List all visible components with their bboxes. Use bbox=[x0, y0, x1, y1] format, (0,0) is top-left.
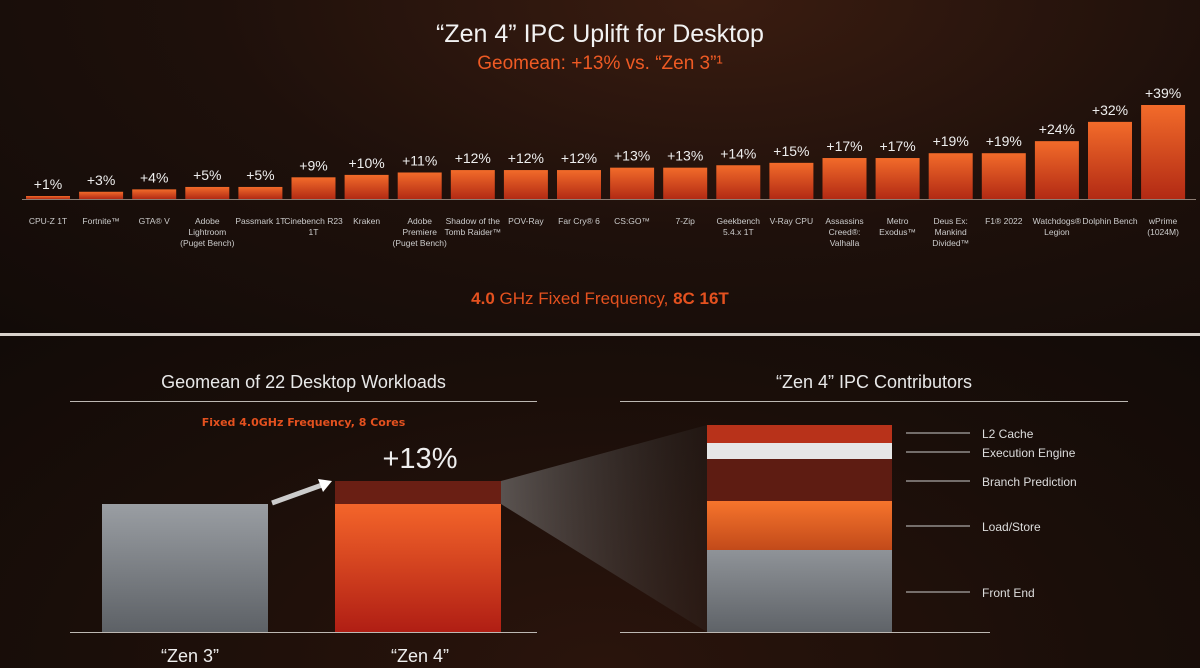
freq-value: 4.0 bbox=[471, 289, 495, 308]
label-zen4: “Zen 4” bbox=[391, 646, 449, 666]
bar bbox=[875, 158, 920, 199]
segment-l2-cache bbox=[707, 425, 892, 443]
bar-zen4-uplift bbox=[335, 481, 501, 504]
label-zen3: “Zen 3” bbox=[161, 646, 219, 666]
data-label: +32% bbox=[1092, 102, 1128, 118]
bottom-charts: +13% “Zen 3” “Zen 4” L2 Cache Execution … bbox=[70, 425, 1077, 666]
arrow-head-icon bbox=[318, 479, 332, 492]
category-label: Adobe Lightroom (Puget Bench) bbox=[180, 216, 235, 248]
freq-text: GHz Fixed Frequency, bbox=[494, 289, 674, 308]
bar bbox=[291, 177, 336, 199]
category-label: CS:GO™ bbox=[614, 216, 650, 226]
category-label: Assassins Creed®: Valhalla bbox=[825, 216, 863, 248]
segment-execution-engine bbox=[707, 443, 892, 459]
segment-branch-prediction bbox=[707, 459, 892, 501]
uplift-chart: +1% CPU-Z 1T +3% Fortnite™ +4% GTA® V +5% Adobe… bbox=[22, 85, 1196, 248]
data-label: +13% bbox=[667, 148, 703, 164]
bar bbox=[26, 196, 70, 199]
bar bbox=[132, 189, 177, 199]
legend-l2-cache: L2 Cache bbox=[982, 427, 1034, 441]
category-label: Deus Ex: Mankind Divided™ bbox=[932, 216, 969, 248]
data-label: +11% bbox=[402, 152, 437, 168]
bar bbox=[610, 167, 655, 199]
data-label: +12% bbox=[455, 150, 491, 166]
category-label: Passmark 1T bbox=[235, 216, 285, 226]
zoom-cone bbox=[501, 425, 707, 632]
category-label: GTA® V bbox=[139, 216, 170, 226]
data-label: +4% bbox=[140, 169, 168, 185]
bar bbox=[79, 191, 124, 199]
arrow-line bbox=[271, 482, 323, 506]
bar bbox=[1088, 121, 1132, 199]
core-count: 8C 16T bbox=[673, 289, 729, 308]
data-label: +3% bbox=[87, 172, 115, 188]
data-label: +13% bbox=[614, 148, 650, 164]
contributors-title-rule bbox=[620, 401, 1128, 402]
data-label: +1% bbox=[34, 176, 62, 192]
bar bbox=[185, 186, 230, 199]
contributors-title: “Zen 4” IPC Contributors bbox=[775, 372, 973, 392]
data-label: +9% bbox=[299, 157, 327, 173]
bar bbox=[238, 186, 283, 199]
category-label: Fortnite™ bbox=[82, 216, 119, 226]
bar-zen4-base bbox=[335, 504, 501, 632]
frequency-note: 4.0 GHz Fixed Frequency, 8C 16T bbox=[0, 289, 1200, 309]
divider bbox=[0, 333, 1200, 336]
bar bbox=[557, 170, 601, 199]
data-label: +12% bbox=[561, 150, 597, 166]
bar bbox=[928, 153, 973, 199]
bar bbox=[397, 172, 442, 199]
uplift-annotation: +13% bbox=[383, 443, 458, 475]
category-label: Kraken bbox=[353, 216, 380, 226]
category-label: V-Ray CPU bbox=[770, 216, 813, 226]
category-label: F1® 2022 bbox=[985, 216, 1023, 226]
legend-load-store: Load/Store bbox=[982, 520, 1041, 534]
data-label: +17% bbox=[879, 138, 915, 154]
category-label: Shadow of the Tomb Raider™ bbox=[444, 216, 501, 237]
segment-front-end bbox=[707, 550, 892, 632]
bar bbox=[981, 153, 1026, 199]
data-label: +39% bbox=[1145, 85, 1181, 101]
category-label: Far Cry® 6 bbox=[558, 216, 600, 226]
bar-zen3 bbox=[102, 504, 268, 632]
bar bbox=[344, 174, 389, 199]
category-label: Geekbench 5.4.x 1T bbox=[717, 216, 761, 237]
bar bbox=[822, 158, 867, 199]
legend-branch-prediction: Branch Prediction bbox=[982, 475, 1077, 489]
geomean-title: Geomean of 22 Desktop Workloads bbox=[161, 372, 446, 392]
data-label: +12% bbox=[508, 150, 544, 166]
category-label: wPrime (1024M) bbox=[1147, 216, 1179, 237]
category-label: Cinebench R23 1T bbox=[284, 216, 343, 237]
category-label: 7-Zip bbox=[676, 216, 696, 226]
bar bbox=[663, 167, 708, 199]
data-label: +14% bbox=[720, 145, 756, 161]
data-label: +5% bbox=[193, 167, 221, 183]
legend-front-end: Front End bbox=[982, 586, 1035, 600]
data-label: +19% bbox=[933, 133, 969, 149]
bar bbox=[1034, 141, 1079, 199]
bar bbox=[769, 162, 814, 199]
page-title: “Zen 4” IPC Uplift for Desktop bbox=[436, 20, 764, 48]
data-label: +19% bbox=[986, 133, 1022, 149]
geomean-title-rule bbox=[70, 401, 537, 402]
category-label: Metro Exodus™ bbox=[879, 216, 916, 237]
legend-execution-engine: Execution Engine bbox=[982, 446, 1076, 460]
bar bbox=[1141, 105, 1186, 199]
category-label: Dolphin Bench bbox=[1082, 216, 1138, 226]
category-label: Adobe Premiere (Puget Bench) bbox=[393, 216, 448, 248]
geomean-subtitle: Fixed 4.0GHz Frequency, 8 Cores bbox=[201, 416, 406, 429]
data-label: +10% bbox=[348, 155, 384, 171]
category-label: POV-Ray bbox=[508, 216, 544, 226]
page-subtitle: Geomean: +13% vs. “Zen 3”¹ bbox=[477, 53, 723, 74]
category-label: CPU-Z 1T bbox=[29, 216, 67, 226]
bar bbox=[450, 170, 495, 199]
bar bbox=[503, 170, 548, 199]
data-label: +17% bbox=[826, 138, 862, 154]
data-label: +5% bbox=[246, 167, 274, 183]
category-label: Watchdogs® Legion bbox=[1033, 216, 1082, 237]
data-label: +24% bbox=[1039, 121, 1075, 137]
segment-load-store bbox=[707, 501, 892, 550]
bar bbox=[716, 165, 761, 199]
data-label: +15% bbox=[773, 143, 809, 159]
